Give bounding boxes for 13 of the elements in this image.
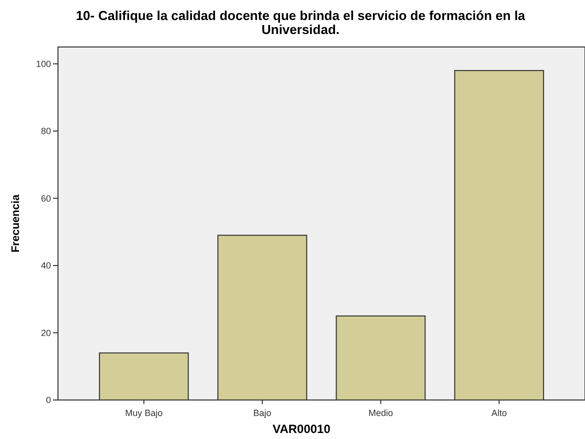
x-axis-title: VAR00010 (272, 422, 331, 436)
x-tick-label: Alto (491, 408, 507, 418)
x-tick-label: Medio (368, 408, 393, 418)
y-tick-label: 0 (46, 395, 51, 405)
x-tick-label: Bajo (253, 408, 272, 418)
y-tick-label: 80 (40, 126, 51, 136)
y-axis-title: Frecuencia (10, 194, 22, 253)
chart-title: 10- Califique la calidad docente que brinda el servicio de formación en la Universidad. (76, 8, 526, 37)
y-tick-label: 20 (40, 328, 51, 338)
x-tick-label: Muy Bajo (125, 408, 163, 418)
y-tick-label: 100 (36, 58, 51, 69)
y-tick-label: 60 (40, 193, 51, 204)
y-tick-label: 40 (40, 260, 51, 271)
